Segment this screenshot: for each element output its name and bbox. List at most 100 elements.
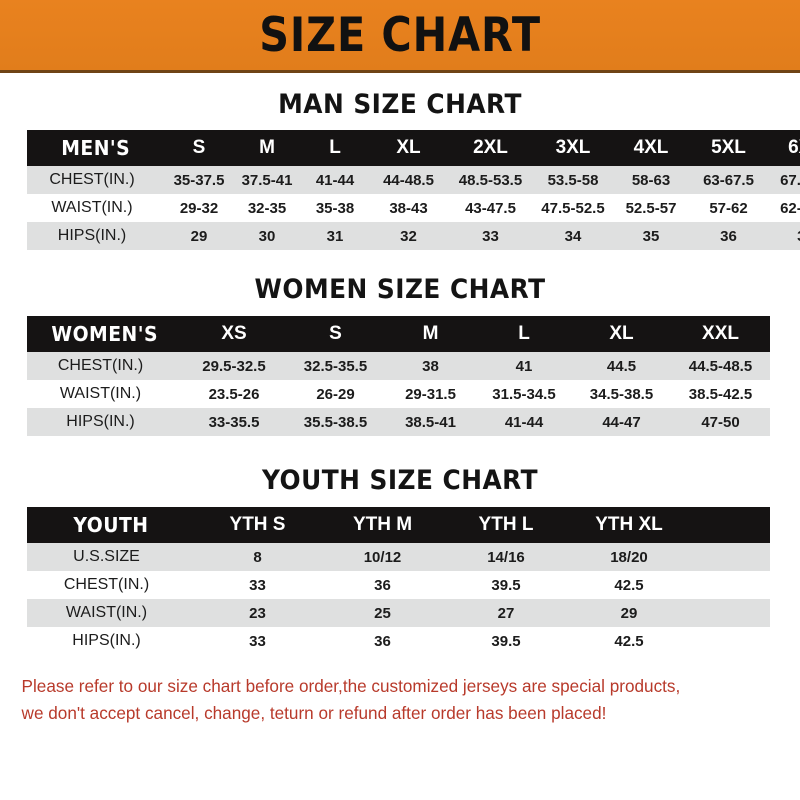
women-hips-m: 38.5-41 <box>405 413 456 431</box>
women-chest-xl: 44.5 <box>606 357 637 375</box>
women-row-label-waist: WAIST(IN.) <box>59 385 142 402</box>
man-chest-xl: 44-48.5 <box>383 171 434 189</box>
women-table-corner-label: WOMEN'S <box>51 322 158 346</box>
youth-section-title: YOUTH SIZE CHART <box>261 465 539 496</box>
women-col-header-5: XXL <box>702 323 739 344</box>
women-chest-xs: 29.5-32.5 <box>202 357 266 375</box>
youth-row-label-chest: CHEST(IN.) <box>63 576 150 593</box>
youth-col-header-1: YTH M <box>352 514 413 535</box>
man-hips-l: 31 <box>326 227 344 245</box>
women-hips-xxl: 47-50 <box>701 413 740 431</box>
women-size-table-wrapper: WOMEN'S XS S M L XL XXL CHEST(IN.) 29.5-… <box>0 316 800 436</box>
women-chest-s: 32.5-35.5 <box>303 357 368 375</box>
order-policy-note-line-2: we don't accept cancel, change, teturn o… <box>21 703 607 724</box>
youth-chest-l: 39.5 <box>491 576 521 594</box>
women-col-header-0: XS <box>221 323 247 344</box>
order-policy-note-line-1: Please refer to our size chart before or… <box>21 676 681 696</box>
women-chest-l: 41 <box>515 357 533 375</box>
man-col-header-4: 2XL <box>473 137 508 158</box>
man-row-label-waist: WAIST(IN.) <box>51 199 133 216</box>
table-row: WAIST(IN.) 23 25 27 29 <box>27 599 770 627</box>
man-hips-s: 29 <box>190 227 208 245</box>
man-chest-3xl: 53.5-58 <box>547 171 599 189</box>
youth-hips-s: 33 <box>249 632 266 650</box>
man-chest-2xl: 48.5-53.5 <box>458 171 523 189</box>
man-chest-l: 41-44 <box>315 171 355 189</box>
man-col-header-0: S <box>192 137 206 158</box>
man-size-table-wrapper: MEN'S S M L XL 2XL 3XL 4XL 5XL 6XL CHEST… <box>0 130 800 250</box>
table-row: WAIST(IN.) 29-32 32-35 35-38 38-43 43-47… <box>27 194 800 222</box>
women-table-header-row: WOMEN'S XS S M L XL XXL <box>27 316 770 352</box>
youth-waist-xl: 29 <box>620 604 638 622</box>
youth-row-label-ussize: U.S.SIZE <box>73 548 140 565</box>
man-row-label-chest: CHEST(IN.) <box>49 171 135 188</box>
man-size-table: MEN'S S M L XL 2XL 3XL 4XL 5XL 6XL CHEST… <box>27 130 800 250</box>
youth-col-header-3: YTH XL <box>595 514 663 535</box>
man-chest-6xl: 67.5-72 <box>780 171 800 189</box>
man-col-header-3: XL <box>396 137 421 158</box>
man-waist-s: 29-32 <box>179 199 219 217</box>
man-col-header-5: 3XL <box>555 137 591 158</box>
women-row-label-chest: CHEST(IN.) <box>57 357 144 374</box>
youth-hips-l: 39.5 <box>491 632 521 650</box>
page-title: SIZE CHART <box>259 7 541 63</box>
youth-waist-s: 23 <box>249 604 266 622</box>
youth-waist-spacer <box>690 599 770 627</box>
women-section-title: WOMEN SIZE CHART <box>254 274 546 305</box>
table-row: CHEST(IN.) 33 36 39.5 42.5 <box>27 571 770 599</box>
youth-col-header-0: YTH S <box>229 514 286 535</box>
youth-table-header-row: YOUTH YTH S YTH M YTH L YTH XL <box>27 507 770 543</box>
man-waist-m: 32-35 <box>247 199 287 217</box>
table-row: HIPS(IN.) 33-35.5 35.5-38.5 38.5-41 41-4… <box>27 408 770 436</box>
man-hips-m: 30 <box>258 227 276 245</box>
man-chest-m: 37.5-41 <box>241 171 293 189</box>
youth-hips-spacer <box>690 627 770 655</box>
youth-row-label-hips: HIPS(IN.) <box>72 632 141 649</box>
man-row-label-hips: HIPS(IN.) <box>57 227 127 244</box>
man-waist-4xl: 52.5-57 <box>625 199 677 217</box>
youth-chest-m: 36 <box>374 576 391 594</box>
man-hips-3xl: 34 <box>564 227 582 245</box>
women-row-label-hips: HIPS(IN.) <box>66 413 135 430</box>
women-waist-m: 29-31.5 <box>405 385 456 403</box>
women-waist-xl: 34.5-38.5 <box>589 385 654 403</box>
women-col-header-2: M <box>422 323 439 344</box>
youth-row-label-waist: WAIST(IN.) <box>65 604 148 621</box>
order-policy-note: Please refer to our size chart before or… <box>0 673 784 727</box>
man-section-title: MAN SIZE CHART <box>278 89 522 120</box>
man-waist-5xl: 57-62 <box>709 199 748 217</box>
women-col-header-4: XL <box>609 323 634 344</box>
man-col-header-7: 5XL <box>711 137 746 158</box>
youth-col-header-2: YTH L <box>478 514 534 535</box>
youth-table-corner-label: YOUTH <box>72 513 149 537</box>
youth-chest-s: 33 <box>249 576 266 594</box>
man-hips-5xl: 36 <box>720 227 737 245</box>
table-row: U.S.SIZE 8 10/12 14/16 18/20 <box>27 543 770 571</box>
man-waist-l: 35-38 <box>315 199 355 217</box>
man-waist-3xl: 47.5-52.5 <box>541 199 605 217</box>
man-col-header-1: M <box>259 137 275 158</box>
man-col-header-6: 4XL <box>633 137 669 158</box>
table-row: HIPS(IN.) 29 30 31 32 33 34 35 36 37 <box>27 222 800 250</box>
youth-chest-xl: 42.5 <box>614 576 644 594</box>
youth-col-header-spacer <box>690 507 770 543</box>
man-chest-5xl: 63-67.5 <box>703 171 754 189</box>
page-banner: SIZE CHART <box>0 0 800 73</box>
table-row: CHEST(IN.) 29.5-32.5 32.5-35.5 38 41 44.… <box>27 352 770 380</box>
man-col-header-2: L <box>329 137 341 158</box>
man-col-header-8: 6XL <box>788 137 800 158</box>
man-waist-2xl: 43-47.5 <box>465 199 516 217</box>
youth-ussize-xl: 18/20 <box>610 548 648 566</box>
youth-hips-m: 36 <box>374 632 391 650</box>
youth-hips-xl: 42.5 <box>614 632 644 650</box>
man-hips-6xl: 37 <box>768 222 800 250</box>
youth-size-table-wrapper: YOUTH YTH S YTH M YTH L YTH XL U.S.SIZE … <box>0 507 800 655</box>
women-size-table: WOMEN'S XS S M L XL XXL CHEST(IN.) 29.5-… <box>27 316 770 436</box>
man-table-corner-label: MEN'S <box>61 136 131 160</box>
man-chest-4xl: 58-63 <box>631 171 671 189</box>
table-row: HIPS(IN.) 33 36 39.5 42.5 <box>27 627 770 655</box>
women-waist-s: 26-29 <box>316 385 355 403</box>
table-row: CHEST(IN.) 35-37.5 37.5-41 41-44 44-48.5… <box>27 166 800 194</box>
youth-waist-l: 27 <box>497 604 515 622</box>
youth-ussize-spacer <box>690 543 770 571</box>
